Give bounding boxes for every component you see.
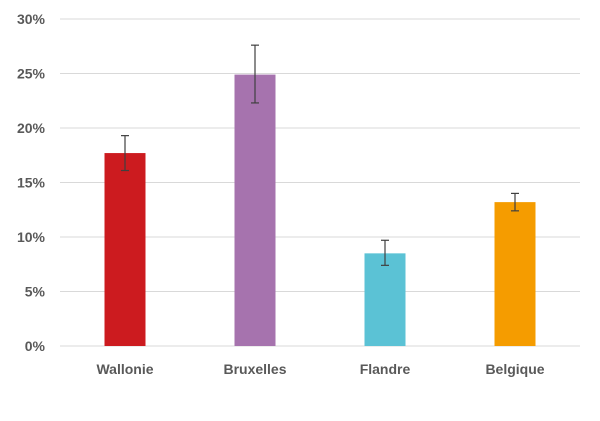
y-tick-label: 10% [17, 229, 46, 245]
x-category-label: Wallonie [96, 361, 153, 377]
error-bars [121, 44, 519, 266]
x-category-label: Bruxelles [223, 361, 286, 377]
error-bar-belgique [511, 192, 519, 212]
x-category-label: Belgique [485, 361, 544, 377]
y-tick-label: 20% [17, 120, 46, 136]
bars [104, 74, 536, 346]
bar-flandre [364, 253, 406, 346]
error-bar-wallonie [121, 135, 129, 172]
error-bar-flandre [381, 239, 389, 266]
x-axis-labels: Wallonie Bruxelles Flandre Belgique [96, 361, 544, 377]
y-tick-label: 25% [17, 66, 46, 82]
error-bar-bruxelles [251, 44, 259, 104]
bar-belgique [494, 202, 536, 346]
y-tick-label: 0% [25, 338, 46, 354]
y-tick-label: 5% [25, 284, 46, 300]
y-tick-label: 30% [17, 11, 46, 27]
gridlines [60, 18, 580, 347]
bar-wallonie [104, 153, 146, 346]
x-category-label: Flandre [360, 361, 411, 377]
y-tick-label: 15% [17, 175, 46, 191]
bar-bruxelles [234, 74, 276, 346]
y-axis-ticks: 0% 5% 10% 15% 20% 25% 30% [17, 11, 46, 354]
